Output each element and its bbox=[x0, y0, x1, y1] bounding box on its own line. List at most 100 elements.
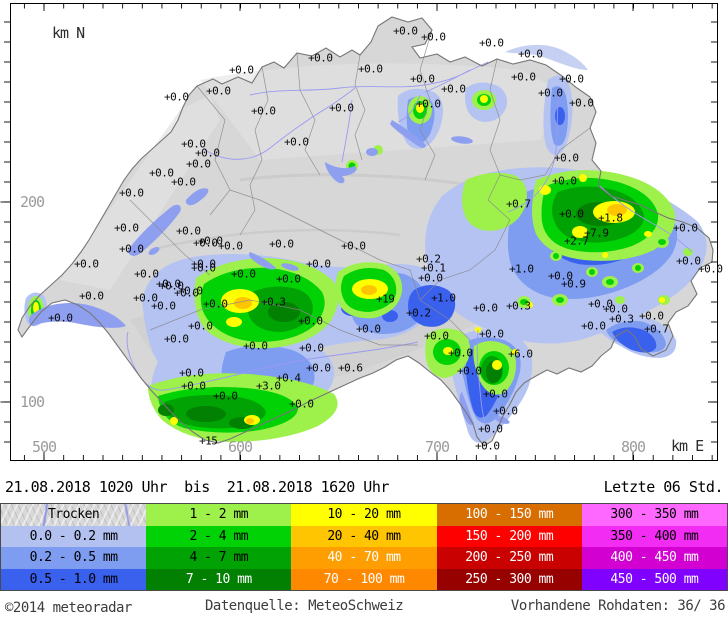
precip-value-label: +0.0 bbox=[119, 243, 144, 256]
precip-value-label: +0.0 bbox=[171, 176, 196, 189]
precip-value-label: +0.0 bbox=[356, 323, 381, 336]
time-range-bar: 21.08.2018 1020 Uhr bis 21.08.2018 1620 … bbox=[0, 478, 728, 500]
precip-value-label: +0.0 bbox=[151, 300, 176, 313]
footer-bar: © 2014 meteoradar Datenquelle: MeteoSchw… bbox=[0, 596, 728, 618]
precip-value-label: +0.0 bbox=[74, 258, 99, 271]
precip-legend: Trocken 0.0 - 0.2 mm 0.2 - 0.5 mm 0.5 - 1.0… bbox=[0, 503, 728, 591]
legend-cell-1-3: 7 - 10 mm bbox=[146, 568, 292, 590]
precip-value-label: +0.1 bbox=[421, 262, 446, 275]
legend-cell-3-1: 150 - 200 mm bbox=[436, 525, 582, 547]
legend-cell-0-1: 0.0 - 0.2 mm bbox=[1, 525, 147, 547]
legend-cell-0-2: 0.2 - 0.5 mm bbox=[1, 547, 147, 569]
precip-value-label: +0.0 bbox=[231, 268, 256, 281]
precip-value-label: +1.0 bbox=[431, 292, 456, 305]
axis-ticks bbox=[0, 3, 718, 461]
precip-value-label: +0.0 bbox=[306, 362, 331, 375]
precip-value-label: +1.0 bbox=[509, 263, 534, 276]
tick-label: 500 bbox=[32, 438, 57, 456]
precip-value-label: +0.0 bbox=[181, 138, 206, 151]
legend-cell-4-2: 400 - 450 mm bbox=[581, 547, 727, 569]
legend-cell-0-0: Trocken bbox=[1, 504, 147, 526]
time-window-text: Letzte 06 Std. bbox=[603, 478, 724, 496]
precip-value-label: +0.0 bbox=[164, 333, 189, 346]
precip-value-label: +0.0 bbox=[298, 315, 323, 328]
precip-value-label: +0.0 bbox=[186, 158, 211, 171]
precip-value-label: +0.0 bbox=[179, 367, 204, 380]
radar-map: 500 600 700 800 200 100 km N km E +0.0 +0.0 +0.… bbox=[0, 3, 723, 461]
tick-label: 600 bbox=[228, 438, 253, 456]
map-frame bbox=[10, 3, 718, 461]
precip-value-label: +0.0 bbox=[218, 240, 243, 253]
precip-value-label: +0.3 bbox=[506, 300, 531, 313]
legend-cell-1-2: 4 - 7 mm bbox=[146, 547, 292, 569]
axis-unit-north: km N bbox=[52, 24, 85, 42]
axis-unit-east: km E bbox=[671, 437, 704, 455]
precip-value-label: +0.0 bbox=[559, 208, 584, 221]
legend-cell-4-1: 350 - 400 mm bbox=[581, 525, 727, 547]
precip-value-label: +1.8 bbox=[598, 212, 623, 225]
precip-value-label: +0.6 bbox=[338, 362, 363, 375]
precip-value-label: +0.0 bbox=[421, 31, 446, 44]
precip-value-label: +0.0 bbox=[569, 97, 594, 110]
precip-value-label: +0.2 bbox=[406, 307, 431, 320]
precip-value-label: +0.0 bbox=[441, 83, 466, 96]
legend-cell-0-3: 0.5 - 1.0 mm bbox=[1, 568, 147, 590]
precip-value-label: +0.4 bbox=[276, 372, 301, 385]
lakes bbox=[28, 44, 588, 426]
precip-value-label: +0.0 bbox=[159, 280, 184, 293]
precip-value-label: +0.0 bbox=[308, 52, 333, 65]
tick-label: 700 bbox=[425, 438, 450, 456]
precip-value-label: +0.0 bbox=[538, 87, 563, 100]
precip-value-label: +0.0 bbox=[251, 105, 276, 118]
precip-value-label: +0.0 bbox=[206, 85, 231, 98]
precip-value-label: +0.0 bbox=[289, 398, 314, 411]
precip-value-label: +0.0 bbox=[164, 91, 189, 104]
precip-value-label: +0.0 bbox=[588, 298, 613, 311]
precip-value-label: +0.7 bbox=[644, 323, 669, 336]
precip-value-label: +0.0 bbox=[473, 302, 498, 315]
axis-tick-labels: 500 600 700 800 200 100 bbox=[20, 193, 647, 456]
precip-value-label: +0.0 bbox=[269, 238, 294, 251]
precip-value-markers: +0.0 +0.0 +0.0 +0.0 +0.0 +0.0 +0.0 +0.0 +0.0 +0.0… bbox=[48, 25, 723, 453]
precip-value-label: +0.2 bbox=[416, 253, 441, 266]
precip-value-label: +0.0 bbox=[639, 310, 664, 323]
precip-value-label: +0.0 bbox=[424, 330, 449, 343]
legend-cell-3-2: 200 - 250 mm bbox=[436, 547, 582, 569]
precip-value-label: +0.0 bbox=[493, 405, 518, 418]
precip-layer-20-40 bbox=[234, 204, 627, 424]
legend-cell-1-0: 1 - 2 mm bbox=[146, 504, 292, 526]
precip-value-label: +0.0 bbox=[418, 272, 443, 285]
precip-value-label: +0.0 bbox=[341, 240, 366, 253]
precip-value-label: +0.0 bbox=[176, 225, 201, 238]
legend-cell-2-1: 20 - 40 mm bbox=[291, 525, 437, 547]
precip-value-label: +19 bbox=[376, 293, 394, 306]
precip-value-label: +0.0 bbox=[559, 73, 584, 86]
precip-value-label: +0.0 bbox=[191, 258, 216, 271]
precip-value-label: +0.0 bbox=[243, 340, 268, 353]
precip-value-label: +0.0 bbox=[284, 136, 309, 149]
canton-borders bbox=[129, 29, 591, 346]
precip-value-label: +6.0 bbox=[508, 348, 533, 361]
precip-value-label: +0.0 bbox=[276, 273, 301, 286]
precip-value-label: +0.0 bbox=[48, 312, 73, 325]
precip-value-label: +0.0 bbox=[299, 342, 324, 355]
precip-value-label: +0.0 bbox=[676, 255, 701, 268]
precip-value-label: +0.0 bbox=[581, 320, 606, 333]
precip-value-label: +0.0 bbox=[134, 268, 159, 281]
precip-value-label: +0.0 bbox=[79, 290, 104, 303]
precip-value-label: +0.0 bbox=[229, 64, 254, 77]
precip-value-label: +0.0 bbox=[393, 25, 418, 38]
precip-value-label: +7.9 bbox=[584, 227, 609, 240]
precip-value-label: +0.0 bbox=[114, 222, 139, 235]
precip-value-label: +0.0 bbox=[457, 365, 482, 378]
precip-value-label: +0.0 bbox=[603, 303, 628, 316]
precip-value-label: +0.0 bbox=[149, 167, 174, 180]
legend-cell-1-1: 2 - 4 mm bbox=[146, 525, 292, 547]
precip-value-label: +0.0 bbox=[479, 328, 504, 341]
precip-value-label: +0.0 bbox=[193, 237, 218, 250]
precip-value-label: +0.0 bbox=[358, 63, 383, 76]
precip-value-label: +0.0 bbox=[448, 347, 473, 360]
raw-data-status: Vorhandene Rohdaten: 36/ 36 bbox=[510, 598, 726, 614]
legend-cell-2-2: 40 - 70 mm bbox=[291, 547, 437, 569]
precip-value-label: +0.0 bbox=[673, 222, 698, 235]
